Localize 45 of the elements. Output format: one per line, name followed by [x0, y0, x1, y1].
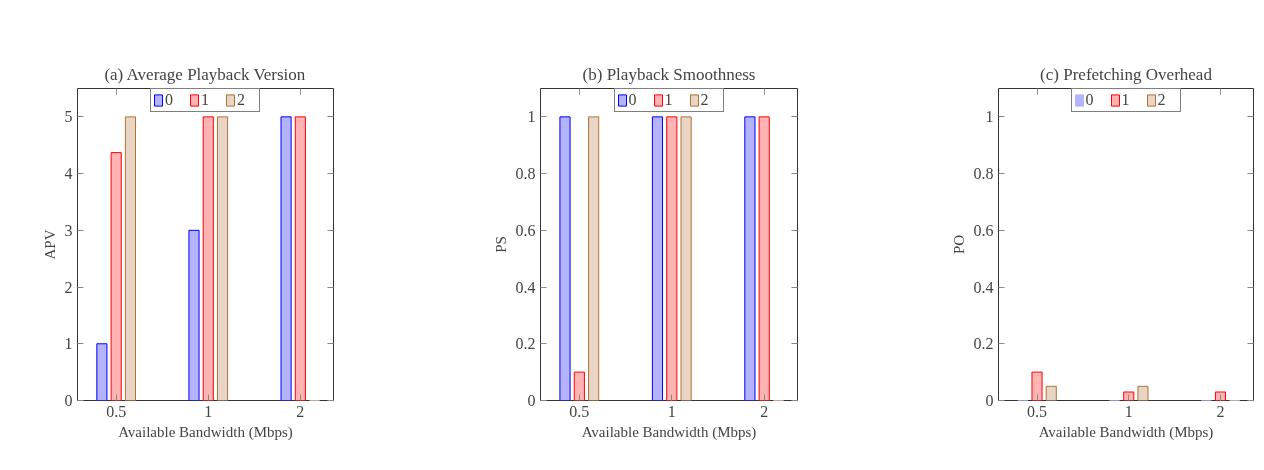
y-axis-title: PO [950, 234, 967, 255]
y-tick-label: 1 [527, 108, 536, 126]
y-tick-label: 2 [64, 278, 73, 296]
chart-title: (c) Prefetching Overhead [1040, 64, 1213, 84]
y-tick-label: 0.6 [515, 221, 536, 239]
y-tick-label: 1 [985, 108, 994, 126]
y-tick-label: 3 [64, 221, 73, 239]
chart-title: (b) Playback Smoothness [582, 64, 756, 84]
legend-label: 1 [1121, 91, 1131, 109]
x-axis-title: Available Bandwidth (Mbps) [118, 423, 293, 441]
y-tick-label: 0.6 [973, 221, 994, 239]
legend-label: 1 [664, 91, 674, 109]
legend-label: 0 [628, 91, 638, 109]
x-tick-label: 0.5 [106, 402, 127, 420]
x-tick-label: 2 [296, 402, 305, 420]
y-tick-label: 0.2 [973, 335, 994, 353]
y-tick-label: 0.4 [515, 278, 536, 296]
y-tick-label: 5 [64, 108, 73, 126]
y-tick-label: 0 [527, 392, 536, 409]
legend-label: 2 [1157, 91, 1167, 109]
legend-label: 1 [201, 91, 210, 109]
legend-label: 0 [1085, 91, 1095, 109]
y-tick-label: 4 [64, 165, 73, 183]
x-axis-title: Available Bandwidth (Mbps) [1038, 423, 1214, 441]
x-tick-label: 2 [1216, 402, 1225, 420]
legend-label: 0 [165, 91, 174, 109]
y-tick-label: 0.2 [515, 335, 536, 353]
x-tick-label: 1 [204, 402, 213, 420]
y-tick-label: 1 [64, 335, 73, 353]
y-tick-label: 0 [64, 392, 73, 409]
y-tick-label: 0 [985, 392, 994, 409]
x-tick-label: 2 [760, 402, 769, 420]
y-axis-title: PS [492, 236, 509, 253]
x-axis-title: Available Bandwidth (Mbps) [581, 423, 757, 441]
y-tick-label: 0.8 [515, 165, 536, 183]
x-tick-label: 0.5 [569, 402, 590, 420]
x-tick-label: 1 [667, 402, 676, 420]
legend-label: 2 [237, 91, 246, 109]
legend-label: 2 [700, 91, 710, 109]
y-tick-label: 0.4 [973, 278, 994, 296]
x-tick-label: 0.5 [1027, 402, 1048, 420]
y-axis-title: APV [41, 229, 58, 260]
y-tick-label: 0.8 [973, 165, 994, 183]
chart-title: (a) Average Playback Version [104, 64, 306, 84]
x-tick-label: 1 [1124, 402, 1133, 420]
